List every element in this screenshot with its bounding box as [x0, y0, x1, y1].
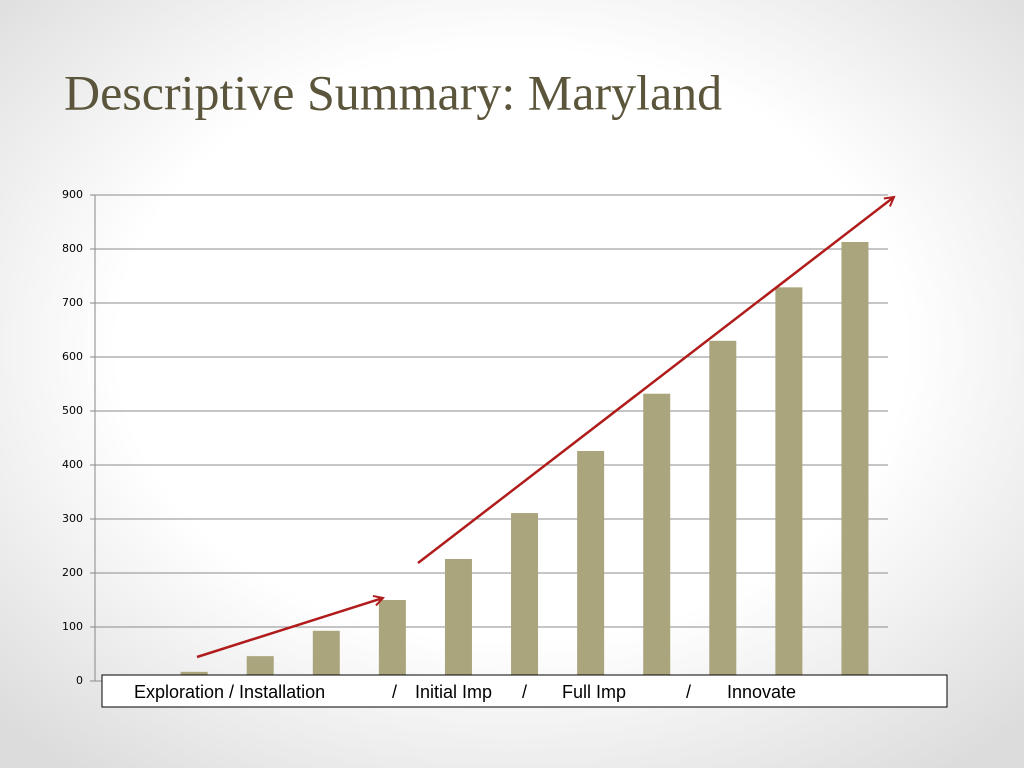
bar — [775, 287, 803, 681]
bar — [577, 450, 605, 681]
stage-label: / — [522, 682, 527, 702]
bar — [312, 630, 340, 681]
stage-box — [101, 674, 948, 708]
y-tick-label: 100 — [62, 620, 83, 633]
stage-label: Initial Imp — [415, 682, 492, 702]
stage-label: Full Imp — [562, 682, 626, 702]
trend-arrow — [196, 598, 383, 659]
bar — [378, 600, 406, 681]
y-tick-label: 600 — [62, 350, 83, 363]
bar — [444, 558, 472, 681]
y-tick-label: 0 — [76, 674, 83, 687]
trend-arrow — [417, 197, 894, 564]
y-tick-label: 500 — [62, 404, 83, 417]
y-tick-label: 300 — [62, 512, 83, 525]
y-tick-label: 700 — [62, 296, 83, 309]
y-tick-label: 900 — [62, 188, 83, 201]
stage-label: / — [392, 682, 397, 702]
y-tick-label: 800 — [62, 242, 83, 255]
y-tick-label: 200 — [62, 566, 83, 579]
bar — [841, 241, 869, 682]
bar — [709, 340, 737, 681]
y-tick-label: 400 — [62, 458, 83, 471]
bar — [643, 393, 671, 681]
slide-title: Descriptive Summary: Maryland — [64, 64, 722, 120]
stage-label: Innovate — [727, 682, 796, 702]
bar — [511, 513, 539, 681]
stage-label: / — [686, 682, 691, 702]
stage-label: Exploration / Installation — [134, 682, 325, 702]
